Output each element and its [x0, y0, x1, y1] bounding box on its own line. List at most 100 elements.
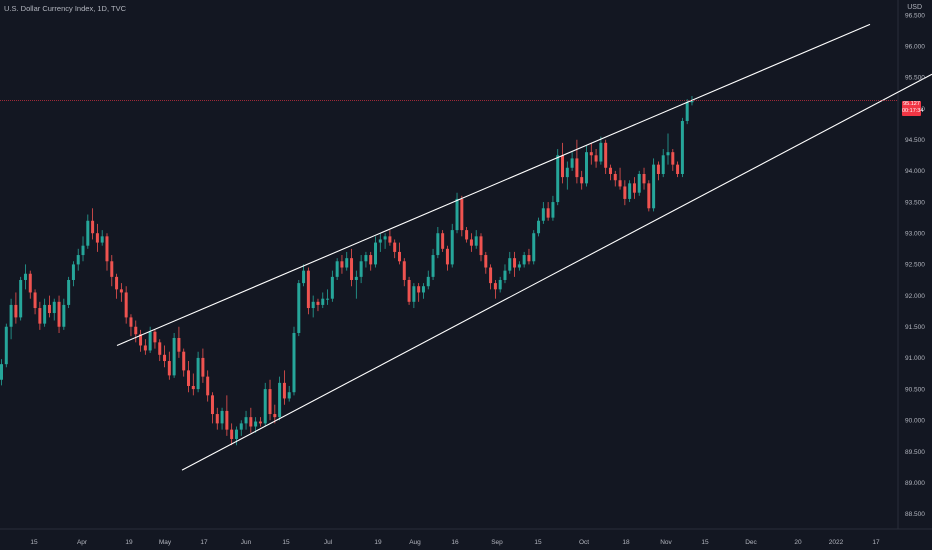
x-tick-label: Sep [491, 539, 503, 546]
candle [302, 264, 306, 287]
x-tick-label: 15 [30, 539, 38, 546]
candle-body [546, 208, 550, 218]
candle-body [100, 236, 104, 243]
candle-body [52, 301, 56, 314]
x-tick-label: 17 [200, 539, 208, 546]
candle-body [311, 301, 315, 309]
candle [76, 248, 80, 271]
y-tick-label: 96.000 [905, 43, 925, 50]
candle [628, 180, 632, 203]
candle-body [4, 326, 8, 365]
candle-body [383, 236, 387, 240]
candle [642, 167, 646, 190]
candle [656, 161, 660, 181]
candle [0, 359, 3, 386]
y-tick-label: 90.500 [905, 386, 925, 393]
candle [594, 149, 598, 168]
x-tick-label: Nov [660, 539, 672, 546]
candle-body [124, 292, 128, 318]
candle-body [613, 173, 617, 181]
x-tick-label: Oct [579, 539, 589, 546]
candle [369, 251, 373, 271]
candle-body [167, 361, 171, 376]
trendline[interactable] [181, 73, 932, 471]
candle [9, 298, 13, 340]
candle [100, 230, 104, 246]
candle-body [206, 376, 210, 396]
x-tick-label: 16 [451, 539, 459, 546]
candle [105, 233, 109, 271]
candle-body [374, 242, 378, 265]
candle-body [532, 233, 536, 262]
candle-body [81, 245, 85, 256]
candle-body [388, 236, 392, 243]
y-tick-label: 93.000 [905, 231, 925, 238]
candle-body [115, 276, 119, 290]
candle [436, 226, 440, 259]
candle-body [599, 142, 603, 162]
candle [278, 376, 282, 421]
candle-body [163, 354, 167, 362]
candle [647, 180, 651, 212]
candle-body [436, 233, 440, 256]
candle [460, 195, 464, 237]
candle [402, 258, 406, 287]
trendline[interactable] [116, 23, 871, 346]
candle-body [244, 417, 248, 424]
candle [172, 332, 176, 378]
candle [340, 255, 344, 274]
candle-body [589, 152, 593, 156]
x-tick-label: Jun [241, 539, 252, 546]
candle [254, 417, 258, 433]
candle-body [110, 261, 114, 277]
x-tick-label: 18 [622, 539, 630, 546]
candle [397, 242, 401, 265]
candle [129, 314, 133, 337]
candle [220, 407, 224, 430]
candle-body [652, 164, 656, 209]
y-tick-label: 91.000 [905, 355, 925, 362]
candle [258, 417, 262, 427]
candle-body [417, 286, 421, 293]
candle-body [182, 351, 186, 371]
candle [608, 164, 612, 181]
candle-body [637, 173, 641, 193]
candle [115, 273, 119, 299]
candle [47, 295, 51, 318]
currency-label: USD [907, 4, 922, 11]
candle-body [297, 283, 301, 333]
candle [599, 136, 603, 165]
candle-body [460, 198, 464, 231]
trendlines[interactable] [116, 23, 932, 471]
candle-body [0, 364, 3, 380]
x-tick-label: Apr [77, 539, 88, 546]
candle-body [378, 239, 382, 243]
candle-body [225, 410, 229, 430]
candle [469, 233, 473, 252]
last-price-tag: 95.127 00:17:34 [902, 101, 923, 116]
candle [182, 348, 186, 377]
candle-body [258, 421, 262, 424]
candle-body [47, 304, 51, 314]
candle [177, 326, 181, 358]
candle [393, 239, 397, 259]
candle [326, 289, 330, 305]
candle-body [153, 331, 157, 343]
candle-body [210, 395, 214, 415]
candle-body [14, 304, 18, 318]
candle-body [680, 120, 684, 174]
candle [158, 339, 162, 362]
last-price-value: 95.127 [903, 101, 920, 107]
candle-body [412, 286, 416, 302]
candle [43, 298, 47, 327]
candle-body [364, 255, 368, 262]
candle [508, 251, 512, 274]
candle-body [220, 410, 224, 424]
x-tick-label: Dec [745, 539, 757, 546]
time-axis[interactable]: 15 Apr 19 May 17 Jun 15 Jul 19 Aug 16 Sep 15 Oct 18 Nov… [30, 539, 880, 546]
candle-body [234, 429, 238, 439]
candle [14, 292, 18, 324]
candle-body [623, 186, 627, 199]
candle [28, 270, 32, 299]
